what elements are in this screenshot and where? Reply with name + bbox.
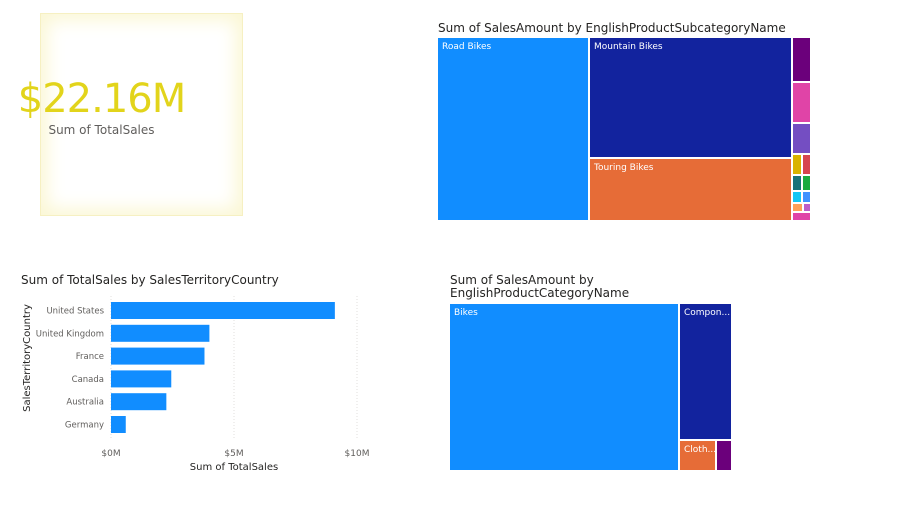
bar[interactable] bbox=[111, 393, 167, 411]
y-axis-label: SalesTerritoryCountry bbox=[22, 304, 33, 412]
treemap-cell-small-3[interactable] bbox=[792, 123, 811, 154]
treemap-label-mountain-bikes: Mountain Bikes bbox=[594, 42, 663, 52]
treemap-cell-mountain-bikes[interactable]: Mountain Bikes bbox=[589, 37, 792, 158]
bar[interactable] bbox=[111, 302, 335, 319]
treemap-cell-accessories[interactable] bbox=[716, 440, 732, 471]
treemap-label-clothing: Cloth... bbox=[684, 445, 716, 455]
treemap-cell-small-5[interactable] bbox=[802, 154, 811, 175]
treemap-label-touring-bikes: Touring Bikes bbox=[594, 163, 654, 173]
country-bar-chart-title: Sum of TotalSales by SalesTerritoryCount… bbox=[21, 273, 279, 287]
treemap-cell-small-7[interactable] bbox=[802, 175, 811, 191]
treemap-cell-small-8[interactable] bbox=[792, 191, 802, 203]
y-category-label: Canada bbox=[72, 375, 104, 385]
category-treemap[interactable]: Bikes Compon... Cloth... bbox=[449, 303, 732, 471]
bar[interactable] bbox=[111, 416, 126, 433]
category-treemap-title-line1: Sum of SalesAmount by bbox=[450, 273, 594, 287]
treemap-cell-small-2[interactable] bbox=[792, 82, 811, 123]
category-treemap-title-line2: EnglishProductCategoryName bbox=[450, 286, 630, 300]
treemap-cell-small-12[interactable] bbox=[792, 212, 811, 221]
treemap-cell-small-4[interactable] bbox=[792, 154, 802, 175]
treemap-cell-small-10[interactable] bbox=[792, 203, 803, 212]
treemap-cell-clothing[interactable]: Cloth... bbox=[679, 440, 716, 471]
y-category-label: United States bbox=[46, 307, 104, 317]
treemap-cell-touring-bikes[interactable]: Touring Bikes bbox=[589, 158, 792, 221]
x-tick-label: $10M bbox=[345, 449, 370, 459]
subcategory-treemap-title: Sum of SalesAmount by EnglishProductSubc… bbox=[438, 21, 786, 35]
bar[interactable] bbox=[111, 370, 172, 388]
y-category-label: France bbox=[76, 352, 104, 362]
treemap-cell-small-1[interactable] bbox=[792, 37, 811, 82]
bar[interactable] bbox=[111, 347, 205, 365]
y-category-label: Australia bbox=[66, 398, 104, 408]
treemap-cell-road-bikes[interactable]: Road Bikes bbox=[437, 37, 589, 221]
kpi-label: Sum of TotalSales bbox=[48, 123, 155, 137]
x-tick-label: $0M bbox=[101, 449, 120, 459]
y-category-label: United Kingdom bbox=[36, 329, 104, 339]
country-bar-chart[interactable]: SalesTerritoryCountry Sum of TotalSales … bbox=[0, 290, 400, 480]
treemap-cell-small-11[interactable] bbox=[803, 203, 811, 212]
kpi-card[interactable] bbox=[40, 13, 243, 216]
treemap-cell-components[interactable]: Compon... bbox=[679, 303, 732, 440]
treemap-cell-small-6[interactable] bbox=[792, 175, 802, 191]
treemap-label-components: Compon... bbox=[684, 308, 731, 318]
y-category-label: Germany bbox=[65, 421, 104, 431]
treemap-cell-small-9[interactable] bbox=[802, 191, 811, 203]
subcategory-treemap[interactable]: Road Bikes Mountain Bikes Touring Bikes bbox=[437, 37, 811, 221]
treemap-cell-bikes[interactable]: Bikes bbox=[449, 303, 679, 471]
treemap-label-bikes: Bikes bbox=[454, 308, 478, 318]
x-tick-label: $5M bbox=[224, 449, 243, 459]
treemap-label-road-bikes: Road Bikes bbox=[442, 42, 492, 52]
kpi-value: $22.16M bbox=[17, 76, 186, 122]
bar[interactable] bbox=[111, 324, 210, 342]
x-axis-label: Sum of TotalSales bbox=[190, 462, 278, 473]
